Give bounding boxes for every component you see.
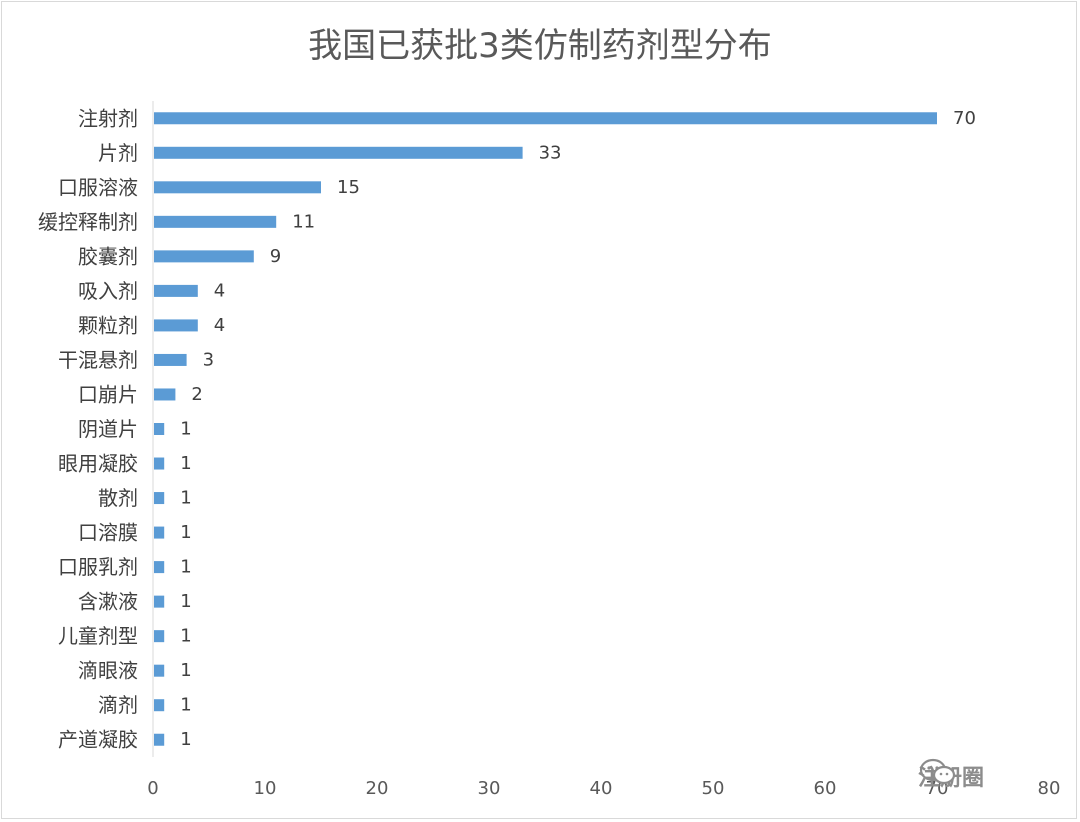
bar — [154, 319, 198, 332]
x-tick-label: 10 — [254, 778, 277, 799]
chart-title: 我国已获批3类仿制药剂型分布 — [308, 26, 772, 66]
category-label: 口服溶液 — [58, 175, 138, 199]
category-label: 儿童剂型 — [58, 624, 138, 648]
bar — [154, 699, 165, 712]
x-tick-label: 80 — [1038, 778, 1061, 799]
wechat-icon — [919, 758, 956, 785]
data-label: 1 — [180, 453, 191, 474]
bar — [154, 630, 165, 643]
data-label: 4 — [214, 280, 225, 301]
category-label: 滴眼液 — [78, 659, 138, 683]
category-label: 缓控释制剂 — [38, 210, 138, 234]
data-label: 1 — [180, 729, 191, 750]
category-label: 阴道片 — [78, 417, 138, 441]
bar — [154, 457, 165, 470]
bar — [154, 595, 165, 608]
category-label: 片剂 — [98, 141, 138, 165]
data-label: 70 — [953, 108, 976, 129]
bar — [154, 664, 165, 677]
data-label: 11 — [292, 211, 315, 232]
data-label: 9 — [270, 246, 281, 267]
x-tick-label: 30 — [478, 778, 501, 799]
category-label: 口溶膜 — [78, 521, 138, 545]
data-label: 1 — [180, 557, 191, 578]
data-label: 1 — [180, 419, 191, 440]
bar — [154, 112, 937, 125]
bar — [154, 181, 321, 194]
category-label: 含漱液 — [78, 590, 138, 614]
data-label: 33 — [539, 142, 562, 163]
bar — [154, 250, 254, 263]
bar — [154, 388, 176, 401]
data-label: 15 — [337, 177, 360, 198]
bar — [154, 526, 165, 539]
data-label: 1 — [180, 522, 191, 543]
category-label: 胶囊剂 — [78, 244, 138, 268]
category-label: 颗粒剂 — [78, 313, 138, 337]
category-label: 口服乳剂 — [58, 555, 138, 579]
category-label: 散剂 — [98, 486, 138, 510]
bar — [154, 146, 523, 159]
x-tick-label: 60 — [814, 778, 837, 799]
bar — [154, 215, 277, 228]
data-label: 4 — [214, 315, 225, 336]
watermark: 注册圈 — [918, 758, 984, 794]
category-label: 干混悬剂 — [58, 348, 138, 372]
bar — [154, 561, 165, 574]
data-label: 1 — [180, 488, 191, 509]
data-label: 2 — [191, 384, 202, 405]
bar — [154, 353, 187, 366]
data-label: 1 — [180, 660, 191, 681]
category-label: 眼用凝胶 — [58, 452, 138, 476]
category-label: 吸入剂 — [78, 279, 138, 303]
bar — [154, 733, 165, 746]
category-label: 口崩片 — [78, 382, 138, 406]
data-label: 1 — [180, 591, 191, 612]
data-label: 3 — [203, 349, 214, 370]
x-tick-label: 20 — [366, 778, 389, 799]
data-label: 1 — [180, 626, 191, 647]
bar — [154, 423, 165, 435]
category-label: 注射剂 — [78, 106, 138, 130]
x-tick-label: 40 — [590, 778, 613, 799]
category-label: 滴剂 — [98, 693, 138, 717]
x-tick-label: 0 — [147, 778, 158, 799]
data-label: 1 — [180, 695, 191, 716]
bar — [154, 284, 198, 297]
bar — [154, 492, 165, 505]
category-label: 产道凝胶 — [58, 728, 138, 752]
x-tick-label: 50 — [702, 778, 725, 799]
